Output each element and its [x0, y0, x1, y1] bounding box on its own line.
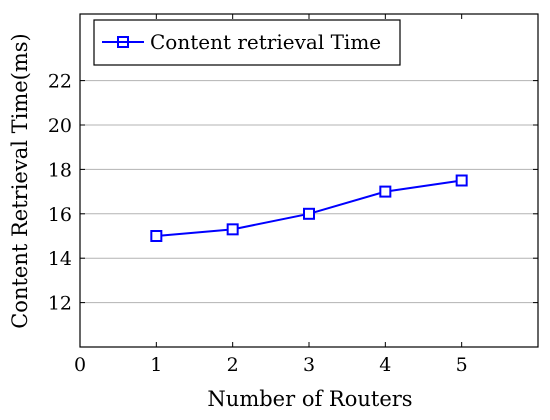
legend-box [93, 19, 401, 66]
x-tick-label-5: 5 [456, 354, 468, 376]
y-tick-label-4: 20 [48, 115, 72, 137]
x-tick-label-2: 2 [227, 354, 239, 376]
x-tick-label-1: 1 [150, 354, 162, 376]
series-lines [150, 174, 468, 242]
axes [79, 13, 539, 348]
data-point-0-4 [455, 174, 468, 187]
x-tick-label-0: 0 [74, 354, 86, 376]
y-tick-label-1: 14 [48, 248, 72, 270]
data-point-0-0 [150, 230, 163, 242]
x-tick-label-4: 4 [379, 354, 391, 376]
x-axis-title: Number of Routers [207, 387, 412, 411]
y-tick-label-5: 22 [48, 71, 72, 93]
legend: Content retrieval Time [93, 19, 401, 66]
y-axis-title: Content Retrieval Time(ms) [8, 33, 32, 329]
y-tick-label-2: 16 [48, 204, 72, 226]
data-point-0-1 [226, 223, 239, 236]
data-point-0-3 [379, 185, 392, 198]
x-tick-label-3: 3 [303, 354, 315, 376]
y-tick-label-3: 18 [48, 159, 72, 181]
y-tick-label-0: 12 [48, 293, 72, 315]
data-point-0-2 [303, 207, 315, 220]
legend-marker-square [117, 36, 129, 48]
legend-label: Content retrieval Time [150, 30, 381, 54]
